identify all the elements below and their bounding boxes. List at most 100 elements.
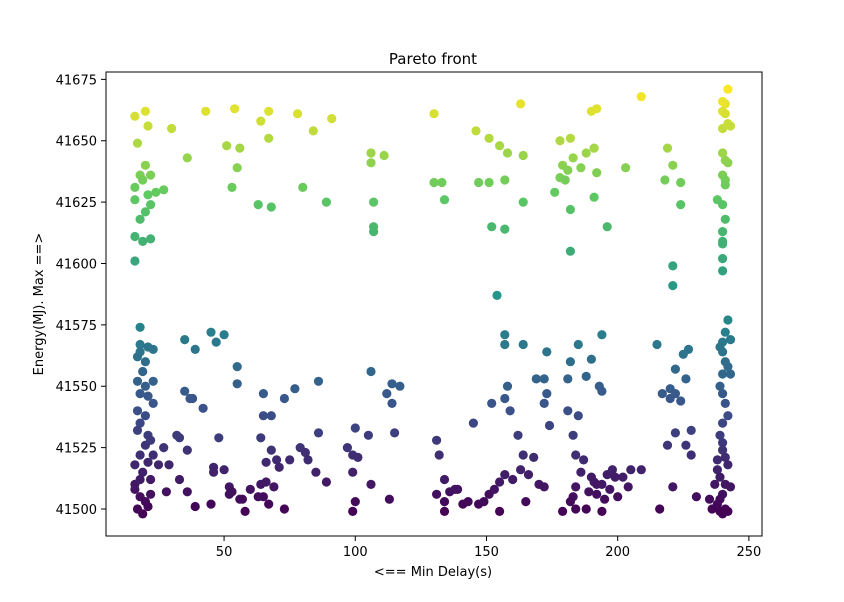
data-point [657,389,667,399]
data-point [180,386,190,396]
data-point [513,430,523,440]
x-tick-label: 250 [736,545,761,560]
data-point [366,366,376,377]
data-point [363,430,373,440]
data-point [227,182,237,192]
data-point [720,327,730,337]
data-point [576,163,586,173]
data-point [264,133,274,143]
data-point [718,96,728,107]
data-point [130,231,140,242]
data-point [130,195,140,205]
y-tick-label: 41625 [56,196,97,211]
data-point [174,474,185,485]
data-point [560,175,570,185]
data-point [691,492,702,502]
data-point [182,487,192,497]
data-point [130,111,140,121]
data-point [571,504,581,514]
data-point [565,357,576,367]
data-point [676,200,686,210]
data-point [586,354,597,364]
data-point [439,497,450,507]
data-point [327,114,337,124]
data-point [432,435,442,445]
data-point [146,489,156,499]
data-point [290,384,300,394]
data-point [439,506,450,516]
data-point [542,389,552,399]
data-point [723,460,733,470]
data-point [565,246,576,256]
data-point [670,428,681,438]
data-point [539,398,549,408]
data-point [130,182,140,192]
y-tick-label: 41650 [56,135,97,150]
data-point [720,398,730,408]
data-point [502,381,513,391]
data-point [718,227,728,237]
data-point [568,153,578,163]
data-point [718,200,728,210]
data-point [623,482,633,492]
data-point [571,450,581,460]
data-point [148,450,158,460]
data-point [214,433,224,443]
data-point [723,158,733,168]
data-point [715,381,725,391]
data-point [589,143,599,153]
data-point [550,187,560,197]
data-point [544,420,555,431]
data-point [143,190,153,200]
data-point [232,362,242,372]
x-tick-label: 150 [474,545,499,560]
data-point [240,506,250,516]
data-point [140,357,150,367]
data-point [516,99,526,109]
data-point [437,177,447,188]
x-tick-label: 100 [343,545,368,560]
data-point [153,460,164,470]
data-point [670,389,681,399]
data-point [518,150,528,161]
data-point [715,430,725,440]
data-point [140,411,150,421]
data-point [235,494,245,504]
data-point [298,182,308,192]
data-point [453,484,463,494]
data-point [369,227,379,237]
data-point [366,148,376,158]
data-point [143,501,153,512]
data-point [138,236,148,246]
x-tick-label: 50 [216,545,233,560]
data-point [565,497,576,507]
data-point [718,148,728,158]
data-point [531,374,541,384]
data-point [313,428,324,438]
data-point [718,254,728,264]
data-point [253,200,263,210]
data-point [718,418,728,428]
data-point [256,433,266,443]
data-point [390,428,400,438]
y-axis-ticks: 41500 41525 41550 41575 41600 41625 41650 41675 [56,73,106,518]
data-point [387,398,397,408]
data-point [676,396,686,406]
data-point [681,440,691,450]
data-point [135,474,145,485]
data-point [439,195,450,205]
data-point [209,467,219,477]
data-point [264,106,274,116]
data-point [313,376,324,386]
data-point [219,465,229,475]
data-point [279,393,289,404]
data-point [723,84,733,94]
data-point [174,433,185,443]
data-point [573,411,583,421]
data-point [266,411,276,421]
data-point [725,369,736,379]
data-point [132,406,143,416]
data-point [227,487,237,497]
data-point [563,165,573,175]
